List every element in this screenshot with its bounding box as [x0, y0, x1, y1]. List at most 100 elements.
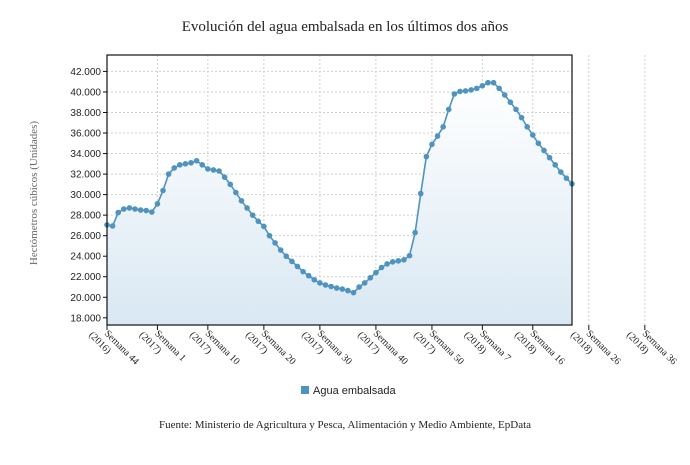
data-point[interactable]: [238, 197, 245, 204]
data-point[interactable]: [395, 258, 402, 264]
data-point[interactable]: [216, 168, 222, 174]
data-point[interactable]: [333, 285, 340, 291]
y-axis-label: Hectómetros cúbicos (Unidades): [28, 121, 40, 266]
data-point[interactable]: [468, 87, 474, 93]
data-point[interactable]: [233, 189, 239, 196]
data-point[interactable]: [266, 232, 273, 239]
data-point[interactable]: [345, 287, 351, 294]
data-point[interactable]: [305, 272, 312, 279]
data-point[interactable]: [434, 133, 441, 139]
data-point[interactable]: [440, 124, 446, 130]
data-point[interactable]: [188, 159, 194, 166]
data-point[interactable]: [109, 223, 116, 229]
data-point[interactable]: [389, 259, 396, 265]
data-point[interactable]: [546, 154, 553, 161]
data-point[interactable]: [154, 201, 161, 207]
data-point[interactable]: [473, 85, 480, 92]
y-axis-ticks: 18.000 20.000 22.000 24.000 26.000 28.000 30.0…: [70, 67, 107, 324]
data-point[interactable]: [513, 106, 519, 113]
data-point[interactable]: [193, 157, 200, 164]
x-tick-label: Semana 10(2017): [187, 328, 242, 367]
data-point[interactable]: [221, 174, 228, 180]
data-point[interactable]: [490, 79, 497, 86]
data-point[interactable]: [205, 166, 211, 172]
data-point[interactable]: [160, 187, 166, 194]
plot-frame: [106, 54, 573, 326]
data-point[interactable]: [272, 240, 278, 246]
data-point[interactable]: [541, 147, 547, 154]
data-point[interactable]: [115, 209, 121, 216]
data-point[interactable]: [451, 91, 458, 97]
data-point[interactable]: [300, 268, 306, 275]
data-point[interactable]: [244, 205, 250, 211]
data-point[interactable]: [322, 282, 329, 288]
y-tick-label: 18.000: [70, 313, 101, 324]
data-point[interactable]: [558, 169, 564, 175]
data-point[interactable]: [552, 162, 558, 168]
x-tick-label: Semana 44(2016): [86, 328, 141, 367]
data-point[interactable]: [518, 114, 525, 121]
data-point[interactable]: [406, 252, 413, 259]
data-point[interactable]: [384, 261, 390, 267]
data-point[interactable]: [412, 229, 418, 236]
data-point[interactable]: [311, 277, 318, 283]
x-tick-label: Semana 1(2017): [137, 328, 188, 363]
data-point[interactable]: [507, 99, 514, 106]
data-point[interactable]: [529, 132, 536, 138]
y-tick-label: 20.000: [70, 293, 101, 304]
data-point[interactable]: [289, 258, 295, 265]
data-point[interactable]: [182, 161, 189, 167]
data-point[interactable]: [227, 181, 234, 188]
area-fill: [107, 82, 572, 325]
data-point[interactable]: [356, 284, 362, 290]
y-tick-label: 22.000: [70, 272, 101, 283]
data-point[interactable]: [563, 175, 570, 181]
data-point[interactable]: [328, 283, 334, 290]
data-point[interactable]: [479, 83, 486, 89]
data-point[interactable]: [283, 253, 290, 260]
data-point[interactable]: [373, 269, 379, 276]
data-point[interactable]: [249, 212, 256, 218]
data-point[interactable]: [339, 286, 346, 292]
data-point[interactable]: [165, 171, 172, 177]
data-point[interactable]: [171, 165, 178, 171]
data-point[interactable]: [261, 223, 267, 230]
x-axis-ticks: Semana 44(2016) Semana 1(2017) Semana 10(2…: [86, 325, 679, 367]
data-point[interactable]: [210, 167, 217, 173]
data-point[interactable]: [429, 141, 435, 148]
data-point[interactable]: [457, 88, 463, 95]
data-point[interactable]: [350, 289, 357, 296]
data-point[interactable]: [524, 124, 530, 130]
data-point[interactable]: [294, 263, 301, 270]
legend-label: Agua embalsada: [313, 385, 396, 397]
data-point[interactable]: [199, 162, 206, 168]
data-point[interactable]: [132, 206, 138, 212]
y-tick-label: 24.000: [70, 252, 101, 263]
data-point[interactable]: [417, 190, 424, 197]
data-point[interactable]: [137, 207, 144, 213]
data-point[interactable]: [367, 274, 374, 281]
data-point[interactable]: [378, 264, 385, 271]
data-point[interactable]: [255, 218, 262, 225]
data-point[interactable]: [177, 162, 183, 168]
data-point[interactable]: [317, 280, 323, 286]
data-point[interactable]: [496, 85, 502, 92]
data-point[interactable]: [462, 88, 469, 94]
data-point[interactable]: [445, 106, 452, 113]
data-point[interactable]: [501, 92, 508, 98]
legend[interactable]: Agua embalsada: [301, 385, 396, 397]
data-point[interactable]: [277, 247, 284, 253]
data-point[interactable]: [361, 280, 368, 286]
data-point[interactable]: [126, 205, 133, 211]
data-point[interactable]: [423, 153, 430, 160]
data-point[interactable]: [121, 206, 127, 212]
data-point[interactable]: [149, 209, 155, 215]
legend-swatch: [301, 386, 309, 394]
data-point[interactable]: [535, 140, 542, 147]
data-point[interactable]: [143, 207, 150, 214]
x-tick-label: Semana 26(2018): [568, 328, 623, 367]
data-point[interactable]: [401, 257, 407, 263]
chart-title: Evolución del agua embalsada en los últi…: [182, 19, 509, 35]
data-point[interactable]: [485, 79, 491, 86]
y-tick-label: 40.000: [70, 87, 101, 98]
